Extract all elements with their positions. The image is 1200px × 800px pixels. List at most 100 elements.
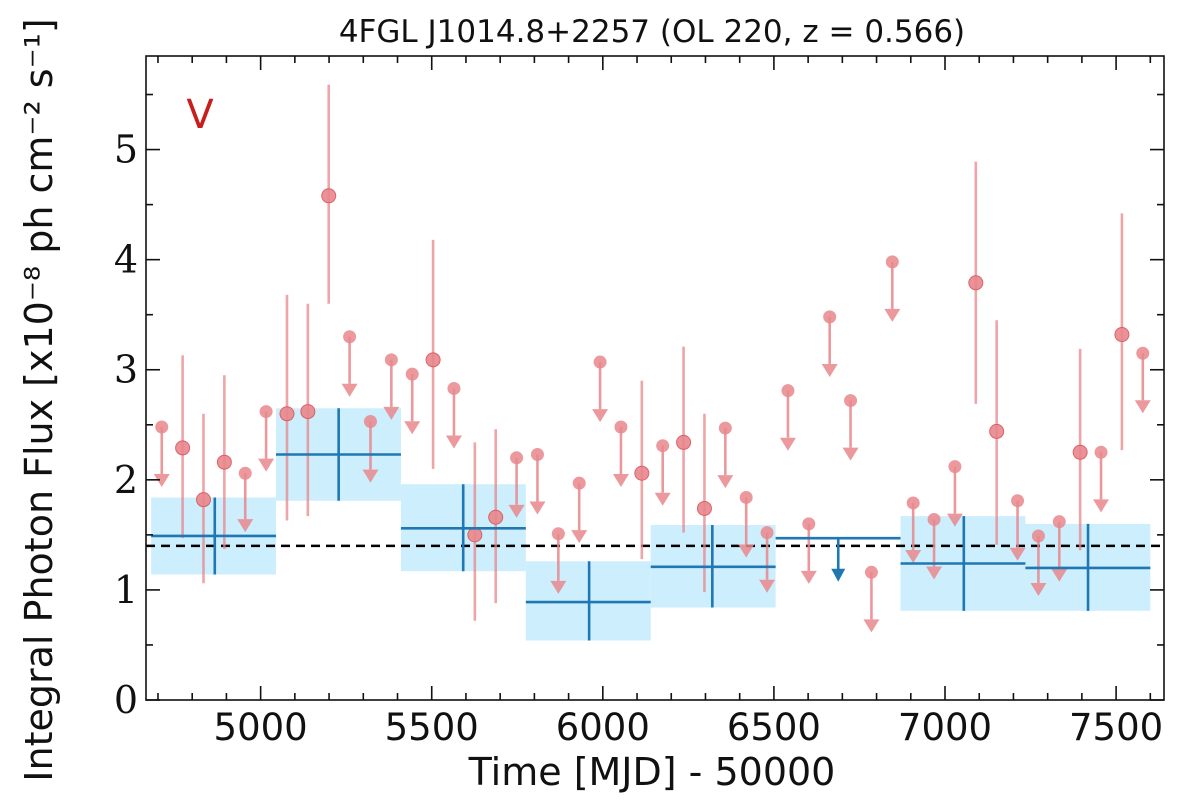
- y-tick-label: 0: [114, 678, 138, 722]
- data-point: [948, 460, 962, 474]
- data-point: [676, 434, 692, 450]
- data-point: [1072, 444, 1088, 460]
- upper-limit-arrow: [341, 383, 358, 397]
- upper-limit-arrow: [654, 492, 671, 506]
- upper-limit-arrow: [445, 435, 462, 449]
- upper-limit-arrow: [550, 580, 567, 594]
- axis-ticks: [146, 56, 1164, 701]
- upper-limit-arrow: [383, 406, 400, 420]
- upper-limit-arrow: [759, 579, 776, 593]
- upper-limit-arrow: [508, 504, 525, 518]
- upper-limit-arrow: [258, 458, 275, 472]
- data-point: [885, 255, 899, 269]
- data-point: [1094, 445, 1108, 459]
- data-point: [802, 517, 816, 531]
- data-point: [551, 527, 565, 541]
- data-point: [343, 330, 357, 344]
- data-point: [363, 414, 377, 428]
- upper-limit-arrow: [863, 619, 880, 633]
- x-tick-label: 5000: [214, 706, 308, 749]
- data-point: [195, 492, 211, 508]
- data-point: [989, 423, 1005, 439]
- data-point: [321, 188, 337, 204]
- upper-limit-arrow: [529, 501, 546, 515]
- upper-limit-arrow: [738, 544, 755, 558]
- y-tick-label: 1: [114, 568, 138, 612]
- data-point: [467, 527, 483, 543]
- data-point: [864, 565, 878, 579]
- data-point: [760, 526, 774, 540]
- upper-limit-arrow: [362, 469, 379, 483]
- chart-title: 4FGL J1014.8+2257 (OL 220, z = 0.566): [339, 14, 965, 50]
- upper-limit-arrow: [946, 513, 963, 527]
- data-point: [781, 384, 795, 398]
- data-point: [488, 509, 504, 525]
- binned-flux-points: [151, 408, 1151, 641]
- upper-limit-arrow: [237, 519, 254, 533]
- upper-limit-arrow: [926, 566, 943, 580]
- tick-labels: 5000 5500 6000 6500 7000 7500 0 1 2 3 4 5: [114, 128, 1163, 749]
- data-point: [927, 512, 941, 526]
- data-point: [614, 420, 628, 434]
- upper-limit-arrow: [612, 474, 629, 488]
- data-point: [1031, 529, 1045, 543]
- upper-limit-arrow: [905, 549, 922, 563]
- upper-limit-arrow: [821, 363, 838, 377]
- data-point: [696, 500, 712, 516]
- bin-uncertainty-bands: [151, 408, 1151, 641]
- upper-limit-arrow: [717, 475, 734, 489]
- upper-limit-arrow: [1030, 583, 1047, 597]
- data-point: [634, 465, 650, 481]
- upper-limit-arrow: [571, 530, 588, 544]
- upper-limit-arrow: [592, 409, 609, 423]
- data-point: [155, 420, 169, 434]
- data-point: [405, 367, 419, 381]
- data-point: [1114, 327, 1130, 343]
- x-tick-label: 6500: [727, 706, 821, 749]
- upper-limit-arrow: [884, 308, 901, 322]
- x-axis-title: Time [MJD] - 50000: [468, 750, 836, 794]
- bin-upper-limit-arrow: [831, 568, 846, 582]
- x-tick-label: 6000: [556, 706, 650, 749]
- data-point: [300, 404, 316, 420]
- data-point: [593, 355, 607, 369]
- data-point: [279, 406, 295, 422]
- plot-frame: [145, 55, 1165, 701]
- data-point: [530, 448, 544, 462]
- data-point: [425, 352, 441, 368]
- upper-limit-arrow: [1134, 400, 1151, 414]
- x-tick-label: 7000: [898, 706, 992, 749]
- band-label: V: [186, 92, 214, 138]
- upper-limit-arrow: [1009, 547, 1026, 561]
- upper-limit-arrow: [1093, 499, 1110, 513]
- data-point: [718, 421, 732, 435]
- upper-limit-arrow: [800, 570, 817, 584]
- data-point: [739, 490, 753, 504]
- data-point: [175, 440, 191, 456]
- upper-limit-arrow: [404, 421, 421, 435]
- data-point: [216, 454, 232, 470]
- data-point: [844, 394, 858, 408]
- single-epoch-points: [153, 84, 1151, 633]
- data-point: [259, 405, 273, 419]
- data-point: [1052, 515, 1066, 529]
- upper-limit-arrow: [1051, 568, 1068, 582]
- data-point: [572, 476, 586, 490]
- x-tick-label: 5500: [385, 706, 479, 749]
- y-tick-label: 4: [114, 238, 138, 282]
- y-tick-label: 2: [114, 458, 138, 502]
- data-point: [447, 381, 461, 395]
- y-axis-title: Integral Photon Flux [x10⁻⁸ ph cm⁻² s⁻¹]: [17, 18, 61, 781]
- x-tick-label: 7500: [1069, 706, 1163, 749]
- data-point: [238, 466, 252, 480]
- y-tick-label: 5: [114, 128, 138, 172]
- upper-limit-arrow: [153, 474, 170, 488]
- upper-limit-arrow: [842, 447, 859, 461]
- upper-limit-arrow: [779, 437, 796, 451]
- data-point: [968, 275, 984, 291]
- data-point: [1011, 494, 1025, 508]
- data-point: [906, 496, 920, 510]
- data-point: [656, 439, 670, 453]
- data-point: [384, 353, 398, 367]
